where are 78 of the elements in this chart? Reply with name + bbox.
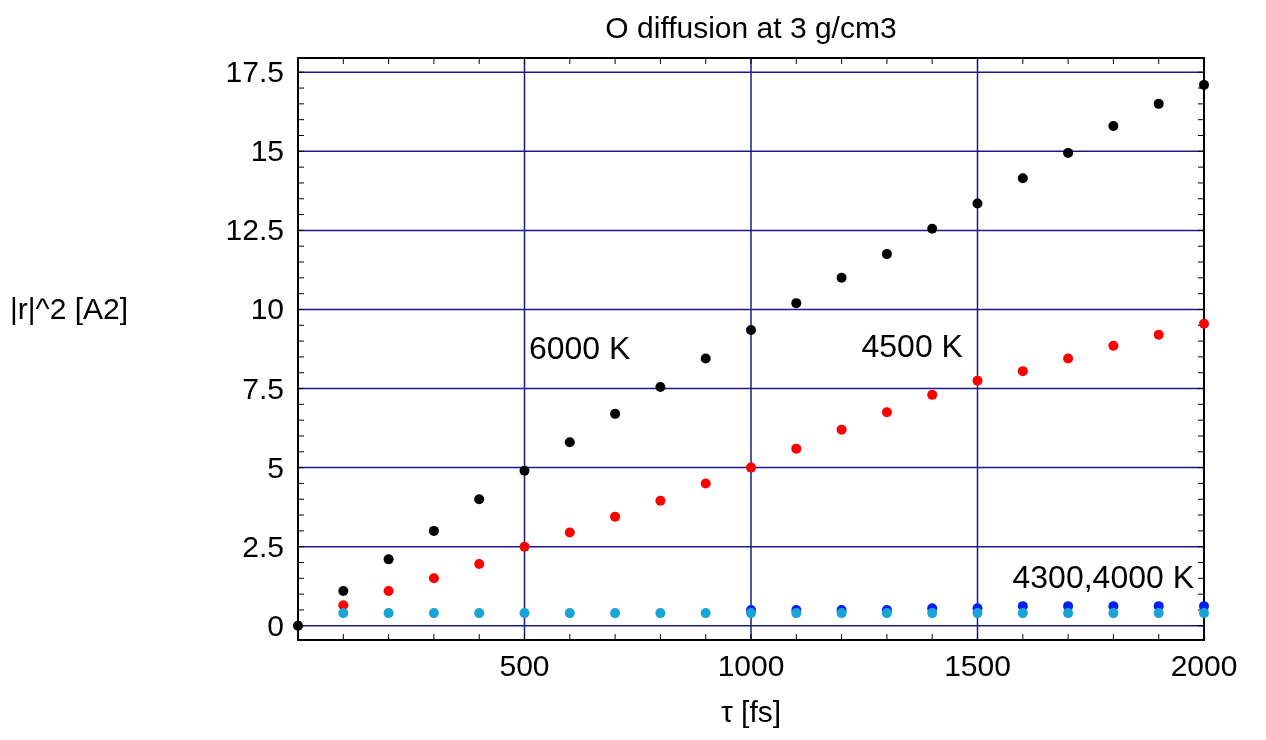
point: [474, 494, 485, 505]
point: [428, 525, 439, 536]
point: [881, 249, 892, 260]
point: [383, 608, 394, 619]
point: [746, 325, 756, 336]
y-tick-label: 15: [250, 134, 284, 168]
y-tick-label: 0: [267, 608, 284, 642]
point: [1063, 147, 1074, 158]
point: [428, 608, 439, 619]
point: [791, 298, 802, 309]
point: [1199, 318, 1209, 329]
y-tick-label: 5: [267, 450, 284, 484]
point: [293, 620, 303, 631]
point: [655, 381, 666, 392]
point: [1017, 366, 1028, 377]
point: [972, 608, 983, 619]
point: [1153, 608, 1164, 619]
point: [1153, 98, 1164, 109]
point: [519, 608, 530, 619]
point: [972, 375, 983, 386]
point: [927, 608, 938, 619]
y-tick-label: 10: [250, 292, 284, 326]
point: [474, 608, 485, 619]
point: [791, 443, 802, 454]
point: [927, 389, 938, 400]
series-label: 6000 K: [528, 329, 631, 366]
point: [1153, 329, 1164, 340]
y-tick-label: 2.5: [242, 529, 284, 563]
point: [700, 608, 711, 619]
point: [1017, 608, 1028, 619]
point: [836, 608, 847, 619]
point: [655, 495, 666, 506]
point: [972, 198, 983, 209]
point: [474, 559, 485, 570]
point: [338, 585, 349, 596]
point: [1108, 608, 1119, 619]
point: [836, 272, 847, 283]
x-tick-label: 1000: [717, 649, 785, 682]
x-tick-label: 500: [499, 649, 550, 682]
point: [383, 554, 394, 565]
point: [1063, 353, 1074, 364]
point: [1108, 121, 1119, 132]
point: [1063, 608, 1074, 619]
point: [927, 223, 938, 234]
annotation: 4300,4000 K: [1012, 559, 1194, 595]
point: [1017, 173, 1028, 184]
point: [791, 608, 802, 619]
point: [746, 608, 756, 619]
y-tick-label: 7.5: [242, 371, 284, 405]
point: [881, 407, 892, 418]
point: [700, 478, 711, 489]
point: [564, 608, 575, 619]
point: [610, 408, 621, 419]
point: [881, 608, 892, 619]
point: [519, 465, 530, 476]
point: [338, 608, 349, 619]
point: [836, 424, 847, 435]
point: [700, 353, 711, 364]
point: [519, 541, 530, 552]
y-tick-label: 17.5: [225, 55, 284, 89]
series-label: 4500 K: [861, 327, 963, 364]
x-axis-title: τ [fs]: [720, 695, 782, 728]
point: [746, 462, 756, 473]
point: [610, 511, 621, 522]
point: [1199, 79, 1209, 90]
point: [1108, 340, 1119, 351]
point: [428, 573, 439, 584]
point: [383, 585, 394, 596]
chart-title: O diffusion at 3 g/cm3: [605, 11, 897, 44]
x-tick-label: 2000: [1170, 649, 1238, 682]
point: [655, 608, 666, 619]
point: [1199, 608, 1209, 619]
x-tick-label: 1500: [944, 649, 1011, 682]
point: [610, 608, 621, 619]
point: [564, 437, 575, 448]
point: [564, 527, 575, 538]
y-axis-title: |r|^2 [A2]: [10, 291, 129, 325]
y-tick-label: 12.5: [225, 213, 284, 247]
